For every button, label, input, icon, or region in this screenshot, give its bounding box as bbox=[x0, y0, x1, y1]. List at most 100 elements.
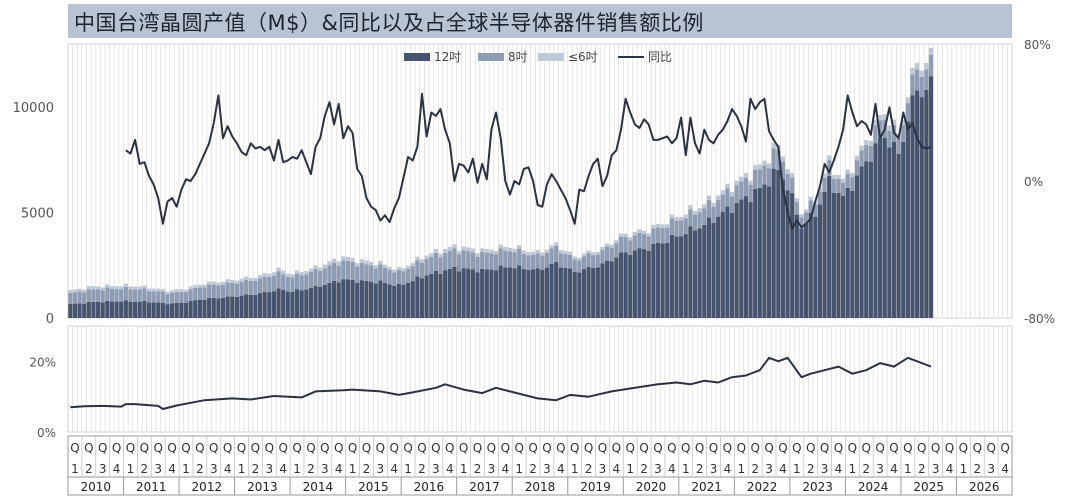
quarter-number: 3 bbox=[821, 462, 829, 476]
legend-swatch-12inch bbox=[404, 53, 430, 61]
bar-8inch bbox=[359, 262, 364, 281]
bar-6inch bbox=[595, 251, 600, 255]
bar-8inch bbox=[665, 227, 670, 243]
quarter-number: 4 bbox=[668, 462, 676, 476]
quarter-letter: Q bbox=[792, 441, 801, 455]
bar-12inch bbox=[845, 187, 850, 318]
bar-6inch bbox=[331, 258, 337, 263]
quarter-number: 2 bbox=[640, 462, 648, 476]
bar-6inch bbox=[299, 271, 304, 276]
bar-8inch bbox=[86, 289, 91, 302]
quarter-number: 2 bbox=[418, 462, 426, 476]
bar-12inch bbox=[915, 90, 920, 318]
quarter-number: 1 bbox=[182, 462, 190, 476]
bar-12inch bbox=[771, 168, 776, 318]
legend-label-6inch: ≤6吋 bbox=[568, 50, 598, 64]
bar-6inch bbox=[831, 174, 836, 180]
bar-12inch bbox=[896, 154, 901, 318]
quarter-letter: Q bbox=[487, 441, 496, 455]
quarter-number: 1 bbox=[904, 462, 912, 476]
bar-8inch bbox=[850, 177, 855, 191]
bar-12inch bbox=[554, 261, 559, 318]
bar-12inch bbox=[540, 269, 545, 318]
year-label: 2025 bbox=[913, 480, 944, 494]
bar-6inch bbox=[128, 286, 133, 290]
bar-12inch bbox=[577, 272, 582, 318]
bar-6inch bbox=[558, 250, 563, 254]
bar-8inch bbox=[308, 272, 314, 288]
quarter-letter: Q bbox=[945, 441, 954, 455]
x-axis: Q1Q2Q3Q4Q1Q2Q3Q4Q1Q2Q3Q4Q1Q2Q3Q4Q1Q2Q3Q4… bbox=[67, 435, 1013, 496]
bar-12inch bbox=[600, 263, 605, 318]
bar-6inch bbox=[401, 268, 406, 272]
bar-8inch bbox=[170, 292, 175, 304]
bar-12inch bbox=[429, 273, 434, 318]
bar-6inch bbox=[646, 233, 651, 237]
bar-12inch bbox=[276, 288, 281, 318]
bar-8inch bbox=[109, 288, 115, 302]
y-left-tick-label: 0 bbox=[46, 312, 54, 327]
bar-6inch bbox=[748, 180, 753, 185]
quarter-letter: Q bbox=[251, 441, 260, 455]
bar-12inch bbox=[609, 261, 614, 318]
bar-8inch bbox=[234, 283, 239, 297]
bar-6inch bbox=[364, 260, 369, 265]
bar-8inch bbox=[586, 253, 591, 267]
bar-8inch bbox=[475, 256, 480, 273]
bar-6inch bbox=[739, 176, 744, 182]
bar-6inch bbox=[91, 286, 96, 290]
bar-12inch bbox=[924, 89, 929, 319]
bar-6inch bbox=[785, 169, 790, 174]
bar-12inch bbox=[535, 268, 540, 318]
bar-6inch bbox=[410, 263, 415, 267]
bar-6inch bbox=[137, 286, 142, 290]
bar-8inch bbox=[345, 260, 351, 280]
quarter-letter: Q bbox=[986, 441, 995, 455]
bar-8inch bbox=[577, 260, 582, 273]
bar-6inch bbox=[808, 196, 813, 201]
bar-6inch bbox=[387, 266, 392, 271]
bar-8inch bbox=[211, 284, 216, 298]
bar-6inch bbox=[924, 62, 929, 70]
bar-12inch bbox=[72, 303, 78, 318]
bar-12inch bbox=[160, 302, 165, 318]
bar-6inch bbox=[197, 284, 202, 288]
bar-12inch bbox=[475, 272, 480, 318]
chart-title: 中国台湾晶圆产值（M$）&同比以及占全球半导体器件销售额比例 bbox=[74, 11, 704, 35]
quarter-number: 4 bbox=[779, 462, 787, 476]
bar-12inch bbox=[331, 280, 337, 318]
quarter-letter: Q bbox=[431, 441, 440, 455]
quarter-letter: Q bbox=[584, 441, 593, 455]
bar-12inch bbox=[558, 267, 563, 318]
bar-6inch bbox=[466, 247, 471, 252]
bar-8inch bbox=[239, 281, 244, 296]
bar-6inch bbox=[419, 259, 425, 263]
quarter-number: 2 bbox=[696, 462, 704, 476]
bar-8inch bbox=[114, 289, 119, 302]
bar-6inch bbox=[424, 255, 429, 260]
quarter-number: 1 bbox=[127, 462, 135, 476]
quarter-letter: Q bbox=[376, 441, 385, 455]
bar-8inch bbox=[873, 125, 878, 144]
bar-6inch bbox=[267, 273, 272, 278]
bar-6inch bbox=[771, 142, 776, 149]
quarter-letter: Q bbox=[737, 441, 746, 455]
bar-8inch bbox=[179, 291, 184, 303]
bar-12inch bbox=[743, 196, 749, 318]
bar-12inch bbox=[605, 260, 610, 318]
bar-8inch bbox=[489, 253, 494, 270]
bar-12inch bbox=[919, 97, 924, 318]
quarter-letter: Q bbox=[542, 441, 551, 455]
bar-8inch bbox=[100, 290, 105, 303]
bar-8inch bbox=[628, 240, 633, 255]
bar-12inch bbox=[294, 289, 300, 318]
bar-8inch bbox=[544, 252, 550, 268]
quarter-number: 3 bbox=[99, 462, 107, 476]
bar-6inch bbox=[674, 216, 679, 221]
bar-12inch bbox=[373, 283, 378, 318]
bar-12inch bbox=[406, 282, 411, 318]
bar-6inch bbox=[549, 244, 554, 249]
bar-6inch bbox=[841, 178, 846, 183]
bar-6inch bbox=[68, 290, 73, 293]
